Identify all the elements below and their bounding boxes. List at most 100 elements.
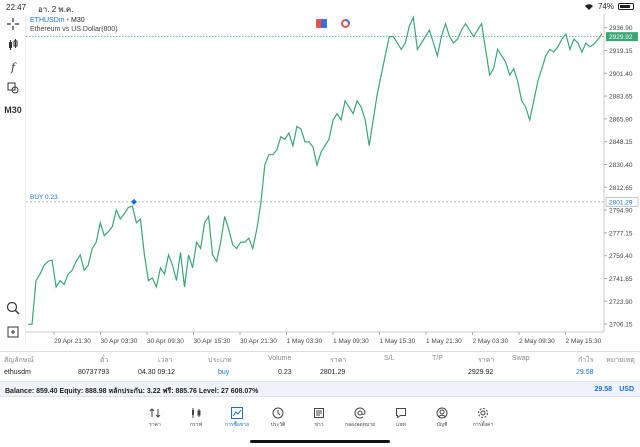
col-sl: S/L (384, 355, 395, 362)
row-profit: 29.58 (576, 369, 594, 376)
order-entry-marker (131, 198, 137, 205)
objects-icon[interactable] (4, 80, 22, 96)
trade-status-icon[interactable] (340, 19, 351, 28)
order-label: BUY 0.23 (30, 194, 58, 201)
row-ticket: 80737793 (78, 369, 110, 376)
y-tick-label: 2777.15 (609, 230, 633, 237)
tab-quotes[interactable]: ราคา (135, 407, 175, 429)
y-tick-label: 2919.15 (609, 48, 633, 55)
y-tick-label: 2865.90 (609, 116, 633, 123)
status-time: 22:47 (6, 3, 27, 12)
tab-label: ราคา (149, 422, 161, 428)
total-profit: 29.58 (594, 386, 612, 393)
col-symbol: สัญลักษณ์ (4, 357, 34, 364)
current-price-label: 2929.92 (609, 34, 633, 41)
indicators-icon[interactable]: f (10, 60, 16, 74)
history-icon (272, 407, 284, 419)
zoom-icon[interactable] (4, 300, 22, 316)
chart-timeframe: M30 (70, 17, 85, 24)
tab-label: การซื้อขาย (224, 422, 250, 428)
account-icon (436, 407, 448, 419)
price-chart[interactable]: 2936.90 2919.15 2901.40 2883.65 2865.90 2848.… (26, 14, 640, 348)
x-tick-label: 1 May 03:30 (287, 338, 323, 345)
tab-settings[interactable]: การตั้งค่า (463, 407, 503, 429)
battery-icon (618, 3, 634, 10)
tab-label: ข่าว (314, 422, 324, 428)
price-line-series (28, 15, 603, 325)
y-tick-label: 2812.65 (609, 185, 633, 192)
col-type: ประเภท (208, 357, 232, 364)
order-price-label: 2801.29 (609, 199, 633, 206)
crosshair-icon[interactable] (4, 16, 22, 32)
chart-icon (192, 408, 201, 418)
y-tick-label: 2936.90 (609, 25, 633, 32)
x-tick-label: 30 Apr 09:30 (147, 338, 184, 345)
row-symbol: ethusdm (4, 369, 31, 376)
x-tick-label: 30 Apr 21:30 (240, 338, 277, 345)
y-tick-label: 2883.65 (609, 94, 633, 101)
x-tick-label: 29 Apr 21:30 (54, 338, 91, 345)
tab-mailbox[interactable]: กล่องจดหมาย (340, 407, 380, 429)
bottom-tab-bar: ราคา กราฟ การซื้อขาย ประวัติ ข่าว กล่องจ… (0, 397, 640, 447)
current-price-box (606, 32, 638, 42)
x-tick-label: 1 May 09:30 (333, 338, 369, 345)
y-tick-label: 2723.90 (609, 299, 633, 306)
tab-label: ประวัติ (270, 422, 286, 428)
quotes-icon (149, 408, 161, 418)
row-time: 04.30 09:12 (138, 369, 175, 376)
tab-label: กล่องจดหมาย (344, 422, 376, 428)
y-tick-label: 2848.15 (609, 139, 633, 146)
news-icon (314, 408, 324, 418)
tab-label: กราฟ (189, 422, 203, 428)
x-tick-label: 2 May 15:30 (566, 338, 602, 345)
row-type: buy (218, 369, 230, 376)
tab-news[interactable]: ข่าว (299, 407, 339, 429)
x-tick-label: 1 May 21:30 (426, 338, 462, 345)
balance-bar: Balance: 859.40 Equity: 888.98 หลักประกั… (0, 381, 640, 397)
candles-icon[interactable] (4, 37, 22, 53)
y-tick-label: 2794.90 (609, 208, 633, 215)
y-tick-label: 2759.40 (609, 253, 633, 260)
trade-icon (231, 407, 243, 419)
tab-chart[interactable]: กราฟ (176, 407, 216, 429)
x-tick-label: 30 Apr 15:30 (194, 338, 231, 345)
x-tick-label: 30 Apr 03:30 (101, 338, 138, 345)
table-row[interactable]: ethusdm 80737793 04.30 09:12 buy 0.23 28… (0, 364, 640, 381)
tab-label: บัญชี (436, 422, 448, 428)
one-click-trading-icon[interactable] (316, 19, 327, 28)
battery-percent: 74% (597, 2, 614, 11)
tab-trade[interactable]: การซื้อขาย (217, 407, 257, 429)
tab-history[interactable]: ประวัติ (258, 407, 298, 429)
y-tick-label: 2741.65 (609, 276, 633, 283)
row-current-price: 2929.92 (468, 369, 494, 376)
wifi-icon (584, 3, 593, 10)
tab-label: การตั้งค่า (472, 422, 494, 428)
chat-icon (396, 408, 406, 419)
new-order-icon[interactable] (4, 324, 22, 340)
settings-icon (478, 408, 488, 418)
col-comment: หมายเหตุ (606, 357, 635, 364)
y-tick-label: 2706.15 (609, 322, 633, 329)
row-open-price: 2801.29 (320, 369, 346, 376)
timeframe-button[interactable]: M30 (4, 105, 22, 115)
x-tick-label: 2 May 03:30 (473, 338, 509, 345)
home-indicator (250, 440, 390, 443)
tab-account[interactable]: บัญชี (422, 407, 462, 429)
col-tp: T/P (432, 355, 443, 362)
tab-label: แชท (396, 422, 406, 428)
balance-currency: USD (619, 386, 634, 393)
status-bar: 22:47 อา. 2 พ.ค. 74% (0, 0, 640, 14)
tab-chat[interactable]: แชท (381, 407, 421, 429)
x-tick-label: 1 May 15:30 (380, 338, 416, 345)
col-open-price: ราคา (330, 357, 347, 364)
y-tick-label: 2901.40 (609, 71, 633, 78)
col-profit: กำไร (578, 357, 594, 364)
chart-plot: 2936.90 2919.15 2901.40 2883.65 2865.90 2848.… (26, 14, 639, 345)
y-tick-label: 2830.40 (609, 162, 633, 169)
col-time: เวลา (158, 357, 173, 364)
mail-icon (354, 407, 366, 419)
balance-summary: Balance: 859.40 Equity: 888.98 หลักประกั… (5, 388, 259, 395)
status-date: อา. 2 พ.ค. (38, 5, 74, 14)
chart-description: Ethereum vs US Dollar(800) (30, 26, 118, 33)
row-volume: 0.23 (278, 369, 292, 376)
